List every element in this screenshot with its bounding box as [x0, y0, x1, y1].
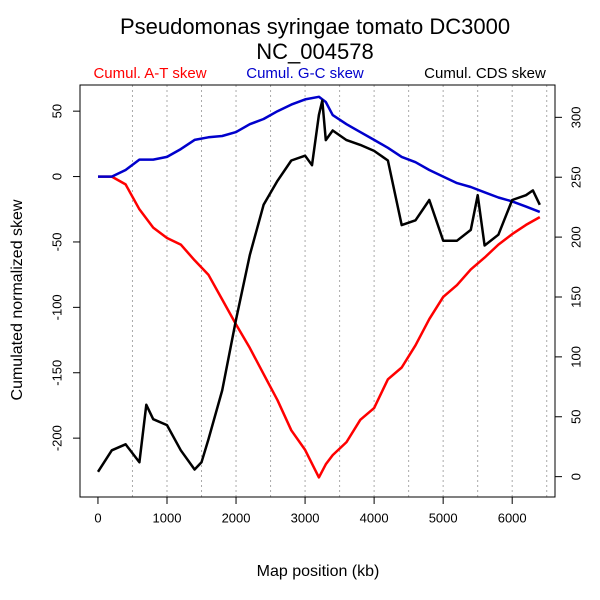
plot-frame — [79, 84, 556, 498]
y-tick-label: 50 — [49, 104, 64, 118]
y-tick-label: -150 — [49, 360, 64, 386]
y2-tick-label: 0 — [568, 473, 583, 480]
y2-tick-label: 150 — [568, 286, 583, 308]
legend-entry: Cumul. CDS skew — [424, 65, 546, 82]
y-tick-label: -200 — [49, 425, 64, 451]
y2-tick-label: 200 — [568, 226, 583, 248]
legend-entry: Cumul. G-C skew — [246, 65, 364, 82]
chart-title: Pseudomonas syringae tomato DC3000 — [120, 14, 510, 39]
legend-entry: Cumul. A-T skew — [93, 65, 206, 82]
y2-tick-label: 50 — [568, 410, 583, 424]
series-line — [98, 175, 541, 479]
x-tick-label: 0 — [94, 510, 101, 525]
y2-tick-label: 100 — [568, 346, 583, 368]
y2-tick-label: 300 — [568, 106, 583, 128]
x-tick-label: 2000 — [222, 510, 251, 525]
x-tick-label: 4000 — [360, 510, 389, 525]
y2-tick-label: 250 — [568, 166, 583, 188]
x-tick-label: 1000 — [153, 510, 182, 525]
y-tick-label: -50 — [49, 233, 64, 252]
x-tick-label: 5000 — [429, 510, 458, 525]
series-line — [96, 99, 541, 473]
x-tick-label: 6000 — [498, 510, 527, 525]
x-axis-label: Map position (kb) — [257, 563, 380, 580]
y-axis-label: Cumulated normalized skew — [9, 199, 26, 400]
y-tick-label: -100 — [49, 294, 64, 320]
x-tick-label: 3000 — [291, 510, 320, 525]
y-tick-label: 0 — [49, 173, 64, 180]
chart-subtitle: NC_004578 — [256, 39, 373, 64]
